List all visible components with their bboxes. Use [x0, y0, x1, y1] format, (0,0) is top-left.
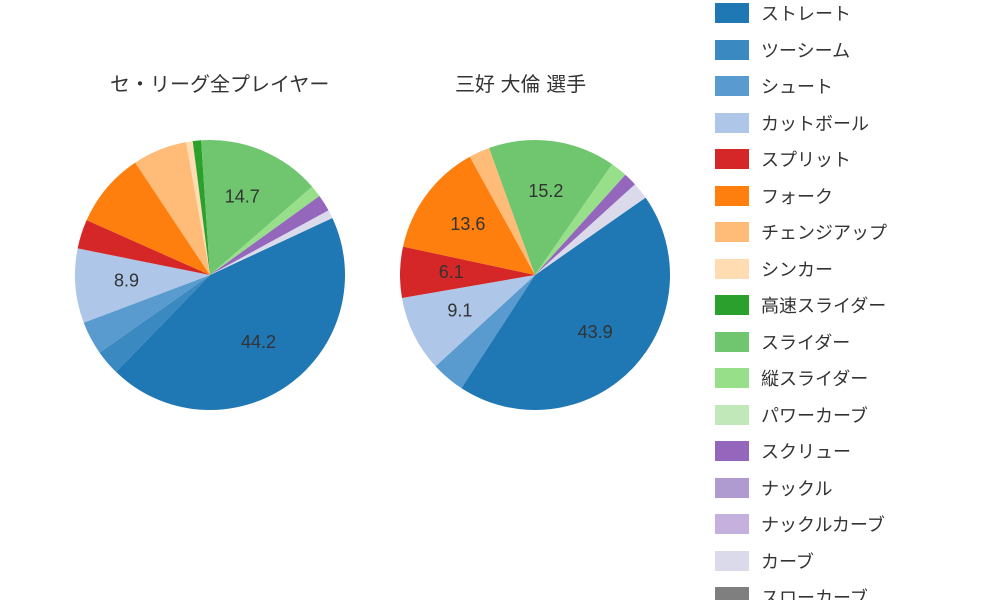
legend-label: チェンジアップ	[761, 219, 887, 245]
legend-item: ストレート	[715, 0, 985, 26]
legend-label: ナックルカーブ	[761, 511, 885, 537]
pie-slice-label: 44.2	[241, 332, 276, 352]
legend-label: ストレート	[761, 0, 851, 26]
legend-swatch	[715, 3, 749, 23]
legend-label: スローカーブ	[761, 584, 868, 600]
legend-label: カットボール	[761, 110, 869, 136]
legend-label: スライダー	[761, 329, 850, 355]
pie-slice-label: 13.6	[450, 214, 485, 234]
legend-item: シュート	[715, 73, 985, 99]
legend-label: スクリュー	[761, 438, 851, 464]
legend-item: カットボール	[715, 110, 985, 136]
legend-swatch	[715, 405, 749, 425]
legend-swatch	[715, 76, 749, 96]
pie-slice-label: 8.9	[114, 271, 139, 291]
legend-label: 高速スライダー	[761, 292, 886, 318]
legend-swatch	[715, 441, 749, 461]
chart-title-player: 三好 大倫 選手	[455, 68, 586, 97]
pie-slice-label: 43.9	[578, 322, 613, 342]
legend-swatch	[715, 368, 749, 388]
pie-slice-label: 6.1	[439, 262, 464, 282]
legend: ストレートツーシームシュートカットボールスプリットフォークチェンジアップシンカー…	[715, 0, 985, 600]
pie-slice-label: 15.2	[528, 181, 563, 201]
pie-slice-label: 9.1	[447, 301, 472, 321]
legend-item: シンカー	[715, 256, 985, 282]
chart-title-league: セ・リーグ全プレイヤー	[110, 68, 329, 97]
legend-swatch	[715, 149, 749, 169]
legend-item: ナックル	[715, 475, 985, 501]
pie-chart-league: 44.2 8.9 14.7	[75, 140, 345, 410]
legend-item: 縦スライダー	[715, 365, 985, 391]
legend-item: スローカーブ	[715, 584, 985, 600]
legend-item: パワーカーブ	[715, 402, 985, 428]
legend-swatch	[715, 514, 749, 534]
legend-swatch	[715, 478, 749, 498]
legend-label: 縦スライダー	[761, 365, 868, 391]
legend-item: スプリット	[715, 146, 985, 172]
legend-item: チェンジアップ	[715, 219, 985, 245]
legend-swatch	[715, 332, 749, 352]
legend-item: フォーク	[715, 183, 985, 209]
legend-label: フォーク	[761, 183, 833, 209]
legend-label: シュート	[761, 73, 833, 99]
legend-item: カーブ	[715, 548, 985, 574]
legend-label: スプリット	[761, 146, 851, 172]
legend-item: ナックルカーブ	[715, 511, 985, 537]
legend-label: パワーカーブ	[761, 402, 868, 428]
legend-swatch	[715, 587, 749, 600]
legend-swatch	[715, 259, 749, 279]
legend-label: ツーシーム	[761, 37, 850, 63]
legend-swatch	[715, 222, 749, 242]
figure: { "layout": { "width": 1000, "height": 6…	[0, 0, 1000, 600]
legend-label: カーブ	[761, 548, 814, 574]
legend-item: スライダー	[715, 329, 985, 355]
legend-label: シンカー	[761, 256, 833, 282]
legend-item: ツーシーム	[715, 37, 985, 63]
pie-slice-label: 14.7	[225, 187, 260, 207]
legend-swatch	[715, 40, 749, 60]
legend-swatch	[715, 551, 749, 571]
legend-label: ナックル	[761, 475, 832, 501]
legend-swatch	[715, 295, 749, 315]
legend-swatch	[715, 113, 749, 133]
pie-chart-player: 43.9 9.1 6.1 13.6 15.2	[400, 140, 670, 410]
legend-item: 高速スライダー	[715, 292, 985, 318]
legend-item: スクリュー	[715, 438, 985, 464]
legend-swatch	[715, 186, 749, 206]
